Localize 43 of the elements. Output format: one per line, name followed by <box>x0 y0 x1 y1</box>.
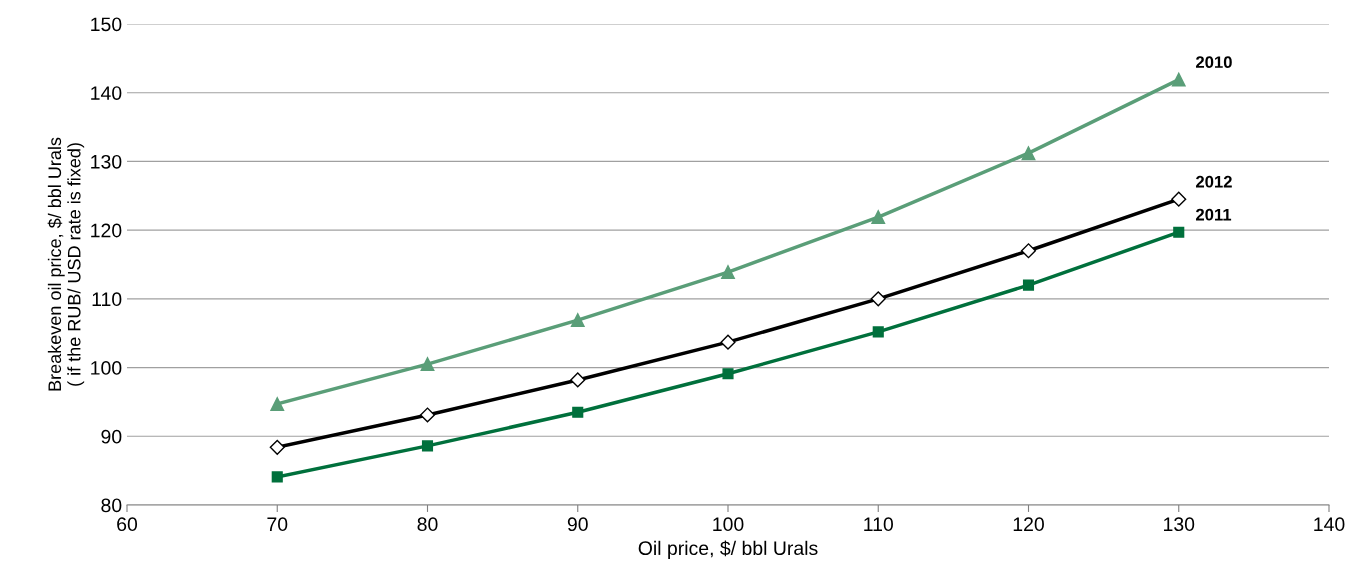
point <box>721 265 735 280</box>
x-tick-label: 90 <box>567 517 588 532</box>
point <box>420 357 435 372</box>
point <box>870 291 886 307</box>
x-tick-label: 120 <box>1013 517 1044 532</box>
series-label: 2011 <box>1195 208 1232 221</box>
point <box>1173 226 1185 238</box>
point <box>570 313 585 328</box>
point <box>1021 146 1036 161</box>
point <box>269 439 285 455</box>
y-tick-label: 150 <box>91 17 122 32</box>
y-tick-label: 110 <box>92 292 122 307</box>
x-tick-label: 70 <box>267 517 288 532</box>
x-tick-label: 60 <box>117 517 138 532</box>
point <box>419 407 436 423</box>
y-tick-label: 90 <box>101 429 122 444</box>
series-label: 2010 <box>1195 56 1232 69</box>
x-tick-label: 100 <box>713 517 744 532</box>
point <box>421 440 434 452</box>
x-axis-title: Oil price, $/ bbl Urals <box>638 540 818 559</box>
series-label: 2012 <box>1195 175 1232 188</box>
point <box>871 210 886 225</box>
point <box>1022 279 1035 291</box>
point <box>872 326 884 338</box>
x-tick-label: 110 <box>864 517 893 532</box>
point <box>1171 72 1186 87</box>
y-tick-label: 80 <box>101 498 122 513</box>
point <box>720 334 736 350</box>
point <box>1171 191 1187 207</box>
point <box>570 372 586 388</box>
y-tick-label: 130 <box>91 154 122 169</box>
point <box>270 397 285 411</box>
y-tick-label: 100 <box>91 361 122 375</box>
x-tick-label: 140 <box>1314 517 1345 532</box>
point <box>572 406 584 418</box>
y-tick-label: 120 <box>91 223 122 238</box>
x-tick-label: 80 <box>417 517 438 532</box>
point <box>271 471 283 483</box>
point <box>722 368 734 380</box>
point <box>1020 243 1037 259</box>
y-axis-title: Breakeven oil price, $/ bbl Urals ( if the RUB/ USD rate is fixed) <box>47 137 85 391</box>
y-tick-label: 140 <box>91 86 122 100</box>
x-tick-label: 130 <box>1164 517 1195 532</box>
